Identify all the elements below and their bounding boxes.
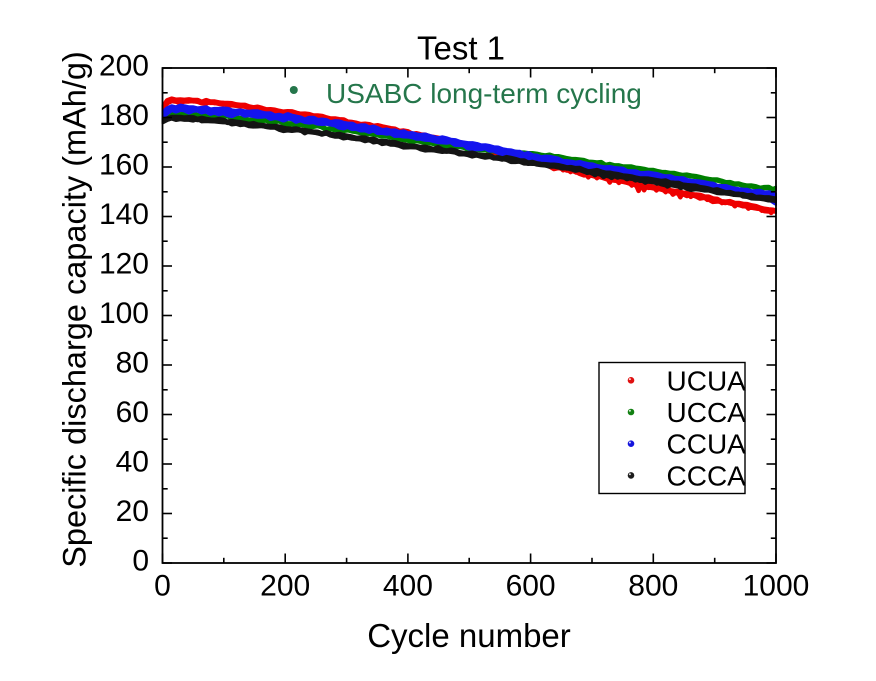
svg-text:CCUA: CCUA: [667, 429, 747, 460]
svg-text:0: 0: [154, 570, 171, 603]
svg-text:160: 160: [99, 148, 149, 181]
svg-text:200: 200: [260, 570, 310, 603]
svg-text:800: 800: [628, 570, 678, 603]
svg-text:180: 180: [99, 99, 149, 132]
svg-text:80: 80: [116, 346, 149, 379]
svg-text:USABC long-term cycling: USABC long-term cycling: [326, 78, 642, 109]
svg-text:60: 60: [116, 396, 149, 429]
svg-text:120: 120: [99, 247, 149, 280]
svg-text:100: 100: [99, 297, 149, 330]
svg-text:140: 140: [99, 198, 149, 231]
svg-text:Test 1: Test 1: [417, 30, 505, 67]
svg-text:1000: 1000: [743, 570, 810, 603]
svg-text:0: 0: [132, 544, 149, 577]
svg-text:UCUA: UCUA: [667, 365, 747, 396]
svg-text:200: 200: [99, 49, 149, 82]
svg-text:CCCA: CCCA: [667, 460, 747, 491]
svg-text:600: 600: [506, 570, 556, 603]
svg-text:UCCA: UCCA: [667, 397, 747, 428]
svg-text:Specific discharge capacity (m: Specific discharge capacity (mAh/g): [57, 51, 93, 568]
svg-text:20: 20: [116, 495, 149, 528]
svg-text:40: 40: [116, 445, 149, 478]
svg-text:400: 400: [383, 570, 433, 603]
svg-text:Cycle number: Cycle number: [367, 617, 571, 654]
